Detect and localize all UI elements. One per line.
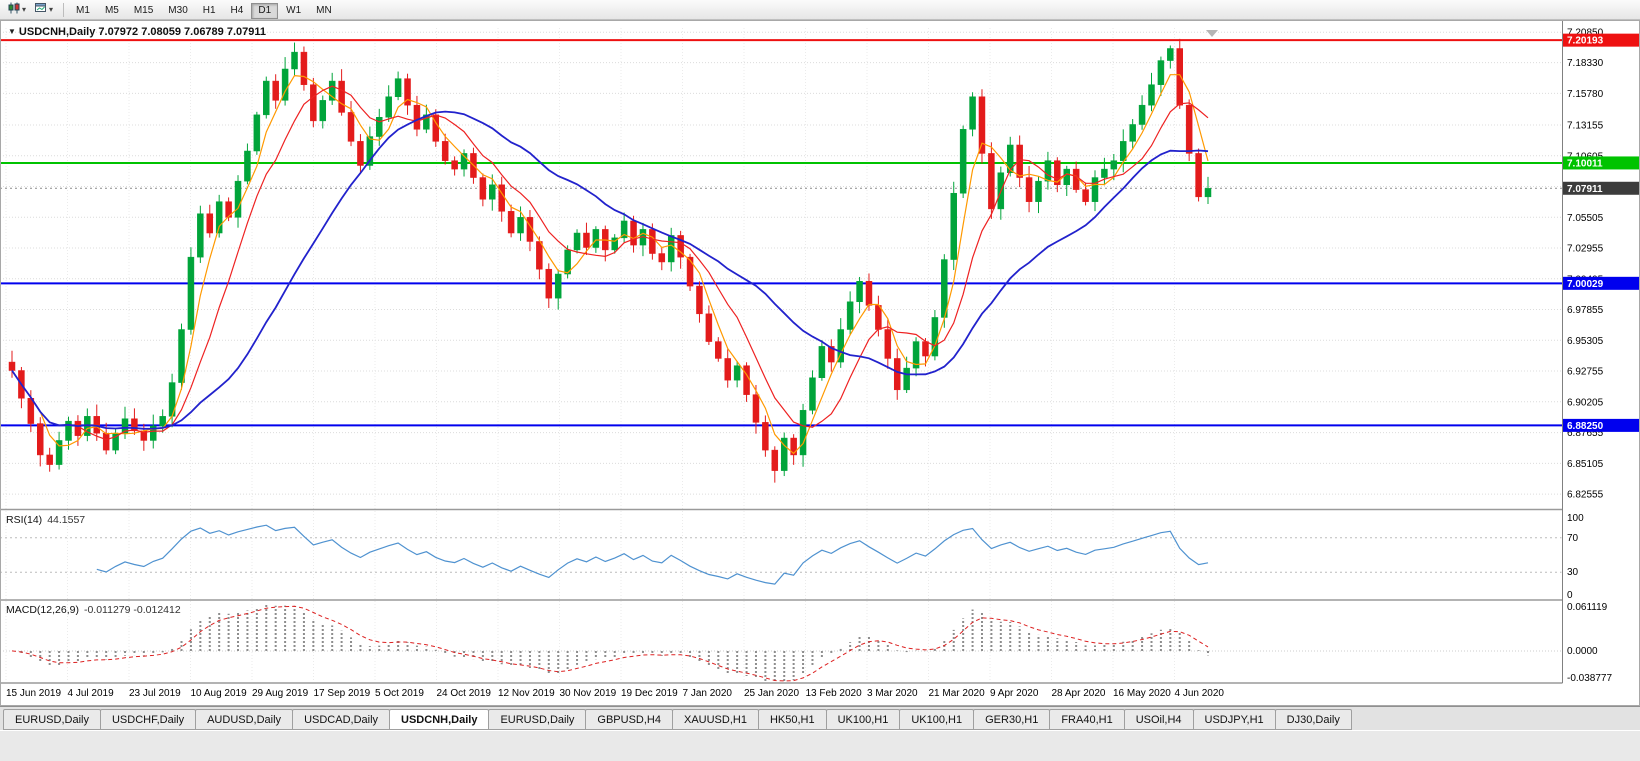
svg-text:4 Jun 2020: 4 Jun 2020: [1175, 688, 1225, 699]
svg-text:25 Jan 2020: 25 Jan 2020: [744, 688, 799, 699]
timeframe-button-h4[interactable]: H4: [224, 3, 251, 19]
price-chart-svg[interactable]: 7.208507.183307.157807.131557.106057.080…: [0, 20, 1640, 706]
chart-tab-usdchf-daily[interactable]: USDCHF,Daily: [100, 709, 196, 730]
macd-values: -0.011279 -0.012412: [84, 604, 181, 616]
svg-text:7.05505: 7.05505: [1567, 213, 1604, 224]
svg-text:13 Feb 2020: 13 Feb 2020: [806, 688, 863, 699]
price-badge: 7.10011: [1563, 156, 1640, 169]
rsi-value: 44.1557: [47, 514, 85, 526]
timeframe-button-m30[interactable]: M30: [161, 3, 194, 19]
svg-text:10 Aug 2019: 10 Aug 2019: [191, 688, 248, 699]
chart-tab-eurusd-daily[interactable]: EURUSD,Daily: [488, 709, 586, 730]
chart-window-icon: [35, 2, 48, 17]
svg-text:7.02955: 7.02955: [1567, 244, 1604, 255]
chart-tab-hk50-h1[interactable]: HK50,H1: [758, 709, 827, 730]
caret-down-icon: ▾: [22, 6, 26, 14]
svg-text:6.88250: 6.88250: [1567, 421, 1604, 432]
price-axis: 7.208507.183307.157807.131557.106057.080…: [1563, 20, 1640, 706]
timeframe-button-mn[interactable]: MN: [309, 3, 339, 19]
svg-text:16 May 2020: 16 May 2020: [1113, 688, 1171, 699]
svg-text:12 Nov 2019: 12 Nov 2019: [498, 688, 555, 699]
svg-text:29 Aug 2019: 29 Aug 2019: [252, 688, 309, 699]
svg-text:0.061119: 0.061119: [1567, 602, 1608, 613]
svg-text:-0.038777: -0.038777: [1567, 673, 1612, 684]
price-badge: 7.20193: [1563, 34, 1640, 47]
svg-text:7.15780: 7.15780: [1567, 89, 1604, 100]
svg-text:100: 100: [1567, 513, 1584, 524]
rsi-pane-label: RSI(14) 44.1557: [6, 514, 85, 526]
chart-tab-fra40-h1[interactable]: FRA40,H1: [1049, 709, 1124, 730]
timeframe-button-m15[interactable]: M15: [127, 3, 160, 19]
svg-text:0: 0: [1567, 590, 1573, 601]
chart-tab-usdcad-daily[interactable]: USDCAD,Daily: [292, 709, 390, 730]
svg-text:7.00029: 7.00029: [1567, 279, 1604, 290]
svg-text:7.18330: 7.18330: [1567, 58, 1604, 69]
svg-text:6.92755: 6.92755: [1567, 367, 1604, 378]
chart-context-arrow-icon[interactable]: ▼: [8, 27, 16, 36]
svg-text:6.85105: 6.85105: [1567, 459, 1604, 470]
candlestick-chart-icon: [8, 2, 21, 17]
svg-text:21 Mar 2020: 21 Mar 2020: [929, 688, 986, 699]
svg-text:15 Jun 2019: 15 Jun 2019: [6, 688, 61, 699]
chart-tab-uk100-h1[interactable]: UK100,H1: [899, 709, 974, 730]
caret-down-icon: ▾: [49, 6, 53, 14]
timeframe-button-d1[interactable]: D1: [251, 3, 278, 19]
chart-tab-uk100-h1[interactable]: UK100,H1: [826, 709, 901, 730]
svg-text:6.90205: 6.90205: [1567, 397, 1604, 408]
timeframe-button-h1[interactable]: H1: [196, 3, 223, 19]
timeframe-button-m1[interactable]: M1: [69, 3, 97, 19]
svg-text:7.07911: 7.07911: [1567, 184, 1603, 195]
chart-tab-audusd-daily[interactable]: AUDUSD,Daily: [195, 709, 293, 730]
price-badge: 7.07911: [1563, 182, 1640, 195]
chart-window-button[interactable]: ▾: [31, 2, 57, 18]
new-chart-button[interactable]: ▾: [4, 2, 30, 18]
svg-text:70: 70: [1567, 533, 1579, 544]
svg-text:7 Jan 2020: 7 Jan 2020: [683, 688, 733, 699]
svg-text:7.10011: 7.10011: [1567, 158, 1603, 169]
svg-text:30 Nov 2019: 30 Nov 2019: [560, 688, 617, 699]
chart-area[interactable]: 7.208507.183307.157807.131557.106057.080…: [0, 20, 1640, 706]
chart-tab-usdcnh-daily[interactable]: USDCNH,Daily: [389, 709, 489, 730]
svg-text:7.20193: 7.20193: [1567, 36, 1604, 47]
svg-text:6.97855: 6.97855: [1567, 305, 1604, 316]
chart-title-overlay: ▼USDCNH,Daily 7.07972 7.08059 7.06789 7.…: [8, 26, 266, 38]
svg-text:17 Sep 2019: 17 Sep 2019: [314, 688, 371, 699]
svg-text:30: 30: [1567, 567, 1579, 578]
chart-tab-gbpusd-h4[interactable]: GBPUSD,H4: [585, 709, 673, 730]
timeframe-button-m5[interactable]: M5: [98, 3, 126, 19]
svg-text:19 Dec 2019: 19 Dec 2019: [621, 688, 678, 699]
chart-symbol-title: USDCNH,Daily: [19, 26, 95, 38]
rsi-label: RSI(14): [6, 514, 42, 526]
svg-text:9 Apr 2020: 9 Apr 2020: [990, 688, 1039, 699]
chart-ohlc-values: 7.07972 7.08059 7.06789 7.07911: [98, 26, 266, 38]
svg-text:6.82555: 6.82555: [1567, 490, 1604, 501]
macd-pane-label: MACD(12,26,9) -0.011279 -0.012412: [6, 604, 181, 616]
chart-tab-usoil-h4[interactable]: USOil,H4: [1124, 709, 1194, 730]
toolbar-separator: [63, 3, 64, 17]
chart-tab-usdjpy-h1[interactable]: USDJPY,H1: [1193, 709, 1276, 730]
chart-tab-xauusd-h1[interactable]: XAUUSD,H1: [672, 709, 759, 730]
price-badge: 7.00029: [1563, 277, 1640, 290]
svg-text:4 Jul 2019: 4 Jul 2019: [68, 688, 115, 699]
price-badge: 6.88250: [1563, 419, 1640, 432]
svg-text:24 Oct 2019: 24 Oct 2019: [437, 688, 492, 699]
svg-text:7.13155: 7.13155: [1567, 121, 1604, 132]
chart-tab-dj30-daily[interactable]: DJ30,Daily: [1275, 709, 1352, 730]
svg-text:28 Apr 2020: 28 Apr 2020: [1052, 688, 1106, 699]
svg-text:5 Oct 2019: 5 Oct 2019: [375, 688, 424, 699]
macd-label: MACD(12,26,9): [6, 604, 79, 616]
svg-text:6.95305: 6.95305: [1567, 336, 1604, 347]
timeframe-button-w1[interactable]: W1: [279, 3, 308, 19]
chart-tab-eurusd-daily[interactable]: EURUSD,Daily: [3, 709, 101, 730]
svg-text:23 Jul 2019: 23 Jul 2019: [129, 688, 181, 699]
svg-text:3 Mar 2020: 3 Mar 2020: [867, 688, 918, 699]
svg-text:0.0000: 0.0000: [1567, 646, 1598, 657]
status-bar: [0, 730, 1640, 761]
chart-tab-ger30-h1[interactable]: GER30,H1: [973, 709, 1050, 730]
